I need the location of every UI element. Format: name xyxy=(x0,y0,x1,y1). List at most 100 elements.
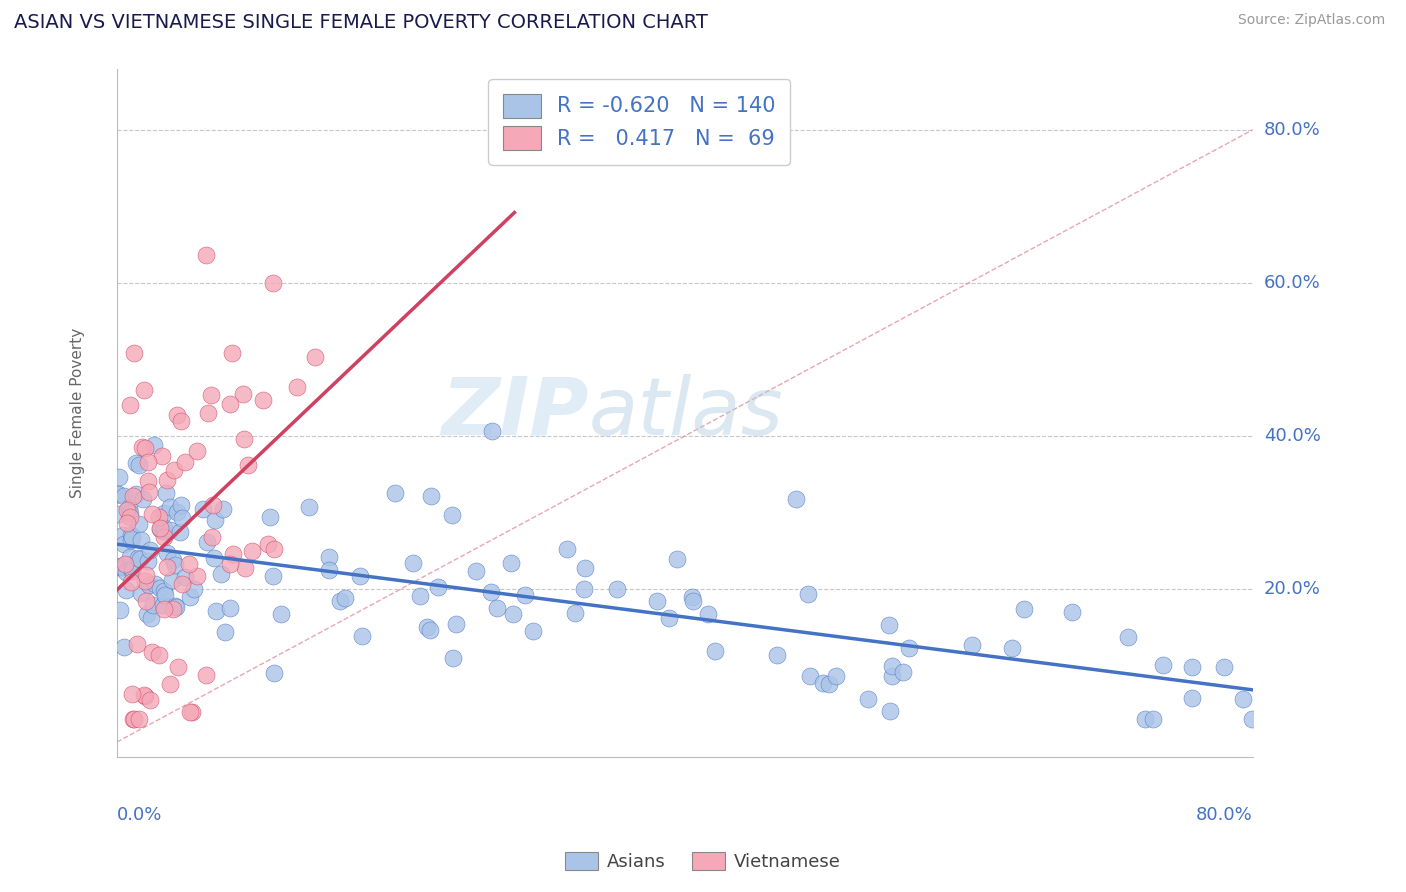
Point xyxy=(166,408,188,422)
Point xyxy=(349,568,371,582)
Point xyxy=(574,561,596,575)
Point xyxy=(149,521,172,535)
Point xyxy=(204,513,226,527)
Point xyxy=(122,346,145,360)
Point xyxy=(153,521,176,535)
Point xyxy=(179,705,201,719)
Point xyxy=(105,487,128,501)
Point xyxy=(880,668,903,682)
Point xyxy=(118,398,141,412)
Point xyxy=(162,602,184,616)
Point xyxy=(165,599,187,614)
Point xyxy=(149,522,172,536)
Text: 60.0%: 60.0% xyxy=(1264,274,1320,292)
Point xyxy=(236,458,259,472)
Point xyxy=(128,712,150,726)
Point xyxy=(107,560,129,574)
Text: 0.0%: 0.0% xyxy=(117,805,162,823)
Point xyxy=(1241,712,1264,726)
Point xyxy=(132,688,155,702)
Point xyxy=(165,558,187,572)
Point xyxy=(219,600,242,615)
Point xyxy=(121,564,143,578)
Point xyxy=(120,528,142,542)
Point xyxy=(262,569,284,583)
Point xyxy=(256,537,278,551)
Point xyxy=(112,536,135,550)
Text: 80.0%: 80.0% xyxy=(1197,805,1253,823)
Point xyxy=(150,449,173,463)
Point xyxy=(1152,658,1174,673)
Point xyxy=(799,669,821,683)
Point xyxy=(131,533,153,547)
Point xyxy=(441,651,464,665)
Point xyxy=(221,547,243,561)
Point xyxy=(858,692,880,706)
Point xyxy=(117,501,139,516)
Point xyxy=(153,530,176,544)
Point xyxy=(811,676,834,690)
Point xyxy=(574,582,596,596)
Point xyxy=(127,550,149,565)
Point xyxy=(259,510,281,524)
Point xyxy=(143,577,166,591)
Point xyxy=(107,508,129,522)
Point xyxy=(304,350,326,364)
Point xyxy=(112,640,135,654)
Point xyxy=(201,530,224,544)
Point xyxy=(120,507,142,521)
Point xyxy=(962,638,984,652)
Point xyxy=(427,580,450,594)
Point xyxy=(882,659,904,673)
Point xyxy=(513,588,536,602)
Point xyxy=(148,648,170,662)
Point xyxy=(121,531,143,545)
Point xyxy=(1012,602,1035,616)
Point xyxy=(128,552,150,566)
Point xyxy=(879,704,901,718)
Point xyxy=(122,712,145,726)
Point xyxy=(170,414,193,428)
Point xyxy=(194,248,217,262)
Point xyxy=(115,516,138,531)
Point xyxy=(149,581,172,595)
Point xyxy=(128,516,150,531)
Point xyxy=(136,553,159,567)
Point xyxy=(195,535,218,549)
Point xyxy=(219,397,242,411)
Point xyxy=(440,508,463,522)
Point xyxy=(141,645,163,659)
Point xyxy=(181,705,204,719)
Point xyxy=(148,510,170,524)
Point xyxy=(122,712,145,726)
Point xyxy=(174,455,197,469)
Point xyxy=(263,541,285,556)
Text: 20.0%: 20.0% xyxy=(1264,580,1320,598)
Point xyxy=(263,665,285,680)
Point xyxy=(285,380,308,394)
Point xyxy=(138,484,160,499)
Legend: R = -0.620   N = 140, R =   0.417   N =  69: R = -0.620 N = 140, R = 0.417 N = 69 xyxy=(488,78,790,164)
Point xyxy=(115,583,138,598)
Text: 40.0%: 40.0% xyxy=(1264,427,1320,445)
Point xyxy=(329,593,352,607)
Point xyxy=(201,498,224,512)
Point xyxy=(1181,659,1204,673)
Point xyxy=(162,573,184,587)
Point xyxy=(204,550,226,565)
Point xyxy=(262,277,284,291)
Point xyxy=(134,574,156,588)
Point xyxy=(152,598,174,612)
Point xyxy=(232,432,254,446)
Point xyxy=(183,582,205,597)
Point xyxy=(416,620,439,634)
Point xyxy=(125,487,148,501)
Point xyxy=(420,489,443,503)
Point xyxy=(219,558,242,572)
Point xyxy=(879,618,901,632)
Point xyxy=(205,603,228,617)
Point xyxy=(1213,660,1236,674)
Point xyxy=(703,644,725,658)
Point xyxy=(165,599,187,613)
Text: atlas: atlas xyxy=(588,374,783,452)
